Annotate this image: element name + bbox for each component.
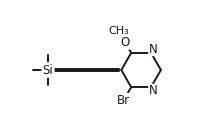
Text: N: N	[148, 84, 157, 97]
Text: Br: Br	[117, 94, 130, 107]
Text: O: O	[120, 36, 129, 49]
Text: N: N	[148, 84, 157, 97]
Text: Si: Si	[42, 64, 53, 76]
Text: CH₃: CH₃	[108, 26, 128, 36]
Text: N: N	[148, 43, 157, 56]
Text: N: N	[148, 43, 157, 56]
